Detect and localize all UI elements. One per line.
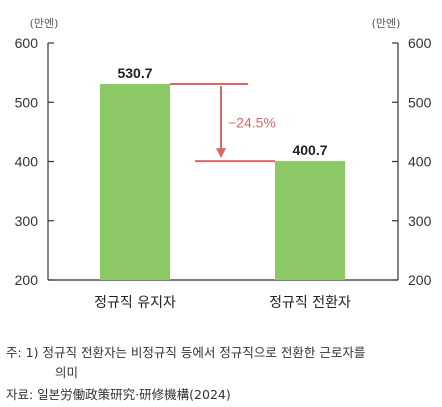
y-tick-label-left: 600	[15, 35, 39, 51]
bar	[100, 84, 170, 281]
bar-value-label: 400.7	[292, 142, 327, 158]
change-percent-label: −24.5%	[228, 115, 276, 131]
bar	[275, 161, 345, 280]
y-tick-label-left: 400	[15, 154, 39, 170]
y-tick-label-right: 200	[408, 272, 432, 288]
labels: (만엔) (만엔) 530.7 정규직 유지자 400.7 정규직 전환자	[30, 17, 401, 311]
category-label: 정규직 유지자	[94, 295, 176, 311]
y-tick-label-left: 200	[15, 272, 39, 288]
bar-value-label: 530.7	[117, 65, 152, 81]
unit-label-left: (만엔)	[30, 17, 59, 30]
footnote-line-2: 의미	[55, 365, 79, 380]
footnote-line-1: 주: 1) 정규직 전환자는 비정규직 등에서 정규직으로 전환한 근로자를	[6, 345, 366, 360]
axes: 200 200 300 300 400 400 500 500 600 600	[15, 35, 432, 288]
bar-chart: 200 200 300 300 400 400 500 500 600 600 (만엔) (만엔) 5…	[15, 17, 432, 311]
source-note: 자료: 일본労働政策研究·研修機構(2024)	[6, 387, 231, 402]
y-tick-label-right: 400	[408, 154, 432, 170]
unit-label-right: (만엔)	[372, 17, 401, 30]
y-tick-label-left: 500	[15, 94, 39, 110]
bars	[100, 84, 345, 281]
change-annotation: −24.5%	[170, 83, 276, 163]
category-label: 정규직 전환자	[269, 295, 351, 311]
y-tick-label-left: 300	[15, 213, 39, 229]
y-tick-label-right: 600	[408, 35, 432, 51]
y-tick-label-right: 500	[408, 94, 432, 110]
y-tick-label-right: 300	[408, 213, 432, 229]
